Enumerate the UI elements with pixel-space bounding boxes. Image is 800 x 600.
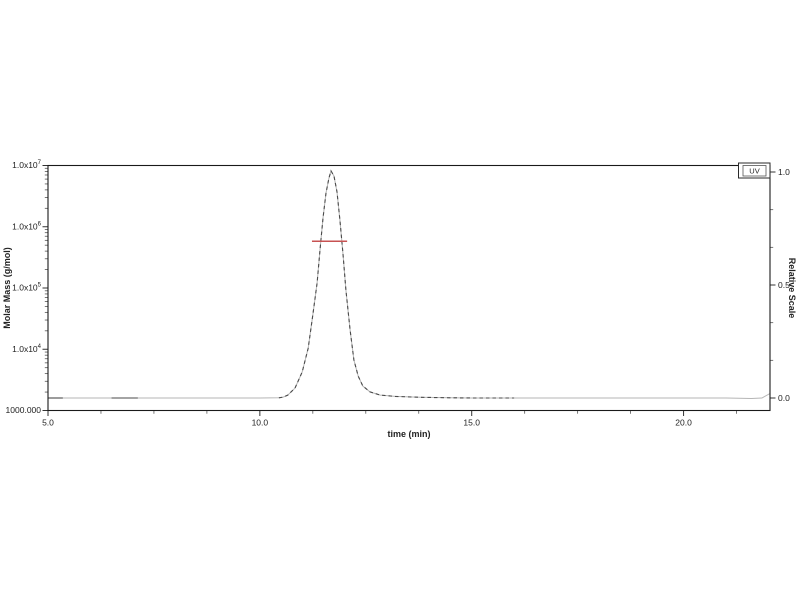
y-left-tick-label: 1.0x104: [12, 344, 42, 354]
x-tick-label: 15.0: [463, 418, 480, 428]
y-left-tick-label: 1.0x107: [12, 160, 42, 170]
y-left-tick-label: 1.0x106: [12, 221, 42, 231]
y-right-tick-label: 1.0: [778, 167, 790, 177]
x-tick-label: 10.0: [252, 418, 269, 428]
legend-uv-label: UV: [749, 167, 759, 176]
y-left-tick-label: 1.0x105: [12, 283, 42, 293]
y-left-tick-label: 1000.000: [6, 405, 42, 415]
x-tick-label: 20.0: [675, 418, 692, 428]
uv-trace-dashed: [278, 169, 515, 399]
x-axis-title: time (min): [387, 429, 430, 439]
plot-frame: [47, 164, 771, 412]
axis-ticks: 5.0 10.0 15.0 20.0 1000.000 1.0x104 1.0x105 1.0…: [6, 160, 791, 428]
legend-item-frame: [742, 165, 767, 177]
left-axis-title: Molar Mass (g/mol): [2, 247, 12, 329]
x-tick-label: 5.0: [42, 418, 54, 428]
chart-traces: [48, 169, 771, 400]
right-axis-title: Relative Scale: [787, 258, 797, 319]
y-right-tick-label: 0.5: [778, 280, 790, 290]
y-right-tick-label: 0.0: [778, 393, 790, 403]
legend-box: UV: [738, 162, 771, 179]
uv-trace-faint: [48, 169, 771, 400]
